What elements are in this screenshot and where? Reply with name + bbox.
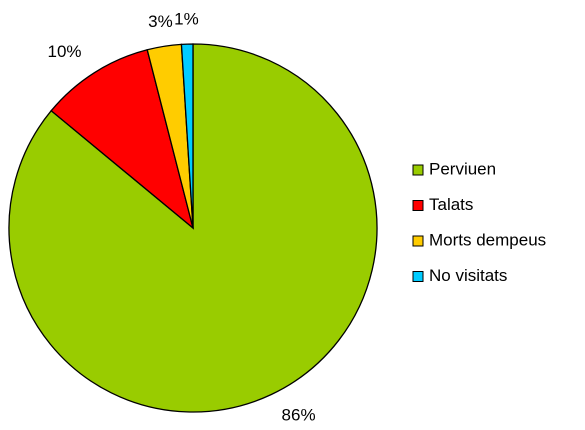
legend-label: Talats bbox=[429, 195, 473, 214]
legend-label: Perviuen bbox=[429, 159, 496, 178]
pie-slice bbox=[180, 43, 194, 229]
data-label: 3% bbox=[148, 12, 173, 31]
legend-label: No visitats bbox=[429, 266, 507, 285]
data-label: 10% bbox=[48, 42, 82, 61]
data-label: 1% bbox=[174, 10, 199, 29]
pie-slice bbox=[50, 48, 195, 230]
legend-swatch bbox=[412, 200, 424, 211]
legend-swatch bbox=[412, 271, 424, 282]
legend-swatch bbox=[412, 235, 424, 247]
data-label: 86% bbox=[282, 406, 316, 425]
legend-swatch bbox=[412, 164, 424, 176]
legend-label: Morts dempeus bbox=[429, 230, 546, 249]
